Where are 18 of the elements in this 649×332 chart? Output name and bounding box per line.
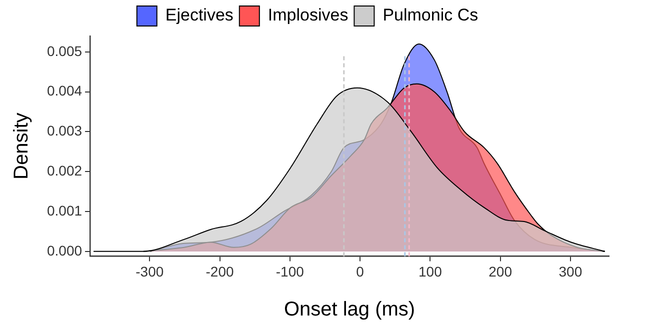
x-tick-label: 100 [418, 263, 442, 280]
x-tick-label: 300 [558, 263, 582, 280]
x-tick-label: 0 [356, 263, 364, 280]
legend-label: Pulmonic Cs [382, 6, 478, 25]
x-tick-label: -100 [276, 263, 304, 280]
x-axis-title: Onset lag (ms) [284, 298, 416, 321]
x-tick-label: -300 [136, 263, 164, 280]
y-tick-label: 0.004 [46, 82, 82, 99]
y-axis-title: Density [10, 112, 33, 180]
y-tick-label: 0.001 [46, 202, 82, 218]
legend-label: Implosives [268, 6, 348, 25]
legend-label: Ejectives [165, 6, 234, 25]
y-tick-label: 0.000 [46, 242, 82, 258]
x-tick-label: 200 [488, 263, 512, 280]
y-tick-label: 0.002 [46, 162, 82, 178]
x-tick-label: -200 [206, 263, 234, 280]
y-tick-label: 0.003 [46, 122, 82, 139]
y-tick-label: 0.005 [46, 42, 82, 59]
